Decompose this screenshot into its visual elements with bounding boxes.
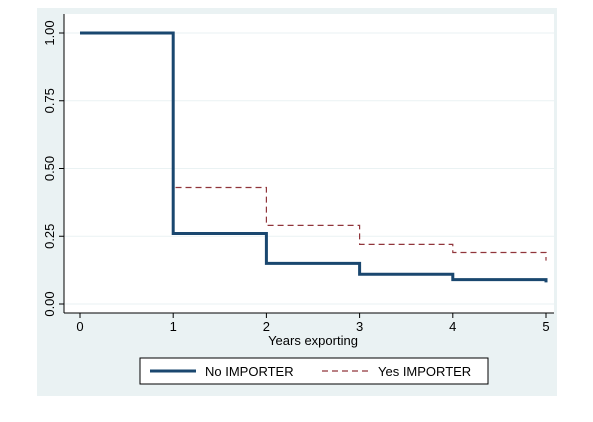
legend-label-yes-importer: Yes IMPORTER	[378, 364, 471, 379]
x-tick-label: 2	[263, 319, 270, 334]
y-tick-label: 0.50	[42, 156, 57, 181]
x-axis-title: Years exporting	[268, 333, 358, 348]
y-tick-label: 1.00	[42, 20, 57, 45]
legend-box	[139, 357, 489, 385]
series-line-no-importer	[80, 31, 548, 283]
y-tick-label: 0.00	[42, 291, 57, 316]
x-tick-label: 4	[449, 319, 456, 334]
legend-label-no-importer: No IMPORTER	[205, 364, 294, 379]
series-line-yes-importer	[80, 32, 547, 261]
x-tick-label: 5	[542, 319, 549, 334]
x-tick-label: 3	[356, 319, 363, 334]
y-tick-label: 0.75	[42, 88, 57, 113]
x-tick-label: 0	[76, 319, 83, 334]
x-tick-label: 1	[170, 319, 177, 334]
plot-area	[64, 14, 554, 313]
y-tick-label: 0.25	[42, 224, 57, 249]
